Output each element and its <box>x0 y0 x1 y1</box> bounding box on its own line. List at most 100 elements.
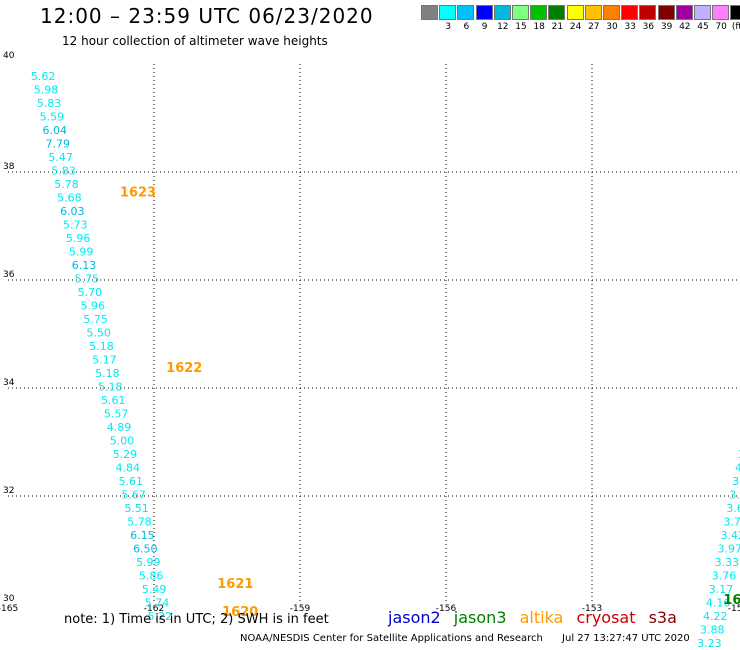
footer: NOAA/NESDIS Center for Satellite Applica… <box>240 633 690 644</box>
lat-tick-label: 34 <box>3 378 15 388</box>
legend-swatch <box>603 5 620 20</box>
track-west-value: 5.74 <box>145 597 170 610</box>
track-west-value: 5.18 <box>95 367 120 380</box>
legend-swatch-label: 15 <box>515 22 527 32</box>
track-west-value: 5.18 <box>98 381 123 394</box>
legend-swatch-label: 3 <box>445 22 452 32</box>
legend-swatch-label: 21 <box>551 22 564 32</box>
legend-swatch-label: 9 <box>481 22 488 32</box>
track-west-value: 5.99 <box>69 246 94 259</box>
track-west-value: 5.75 <box>75 273 100 286</box>
legend-swatch <box>639 5 657 20</box>
track-west-value: 5.78 <box>54 178 79 191</box>
track-east-value: 4 <box>735 462 740 475</box>
sat-jason2: jason2 <box>388 608 441 627</box>
lat-tick-label: 38 <box>3 162 15 172</box>
units-note: note: 1) Time is in UTC; 2) SWH is in fe… <box>64 612 329 627</box>
legend-swatch-label: 70 <box>715 22 727 32</box>
track-east-value: 4.22 <box>703 610 728 623</box>
legend-swatch <box>512 5 529 20</box>
legend-swatch <box>439 5 457 20</box>
track-west-value: 6.03 <box>60 205 85 218</box>
legend-unit: (ft) <box>731 22 740 32</box>
lat-tick-label: 32 <box>3 486 14 496</box>
sat-altika: altika <box>519 608 564 627</box>
track-east-value: 3.62 <box>726 502 740 515</box>
legend-swatch-label: 45 <box>697 22 709 32</box>
legend-swatch-label: 12 <box>497 22 509 32</box>
track-west-value: 5.61 <box>101 394 126 407</box>
track-west-value: 5.98 <box>34 84 59 97</box>
track-west-value: 5.00 <box>110 435 135 448</box>
track-west-value: 5.96 <box>66 232 91 245</box>
page-subtitle: 12 hour collection of altimeter wave hei… <box>62 34 328 48</box>
lon-tick-label: -150 <box>728 604 740 614</box>
lat-tick-label: 30 <box>3 594 15 604</box>
track-west-value: 7.79 <box>45 138 69 151</box>
legend-swatch <box>421 5 438 20</box>
track-west-value: 6.04 <box>43 124 67 137</box>
legend-swatch <box>621 5 639 20</box>
track-west-value: 5.83 <box>37 97 62 110</box>
lat-tick-label: 36 <box>3 270 15 280</box>
legend-swatch-label: 39 <box>660 22 673 32</box>
track-west-value: 5.61 <box>118 475 142 488</box>
track-east-value: 3.42 <box>720 529 740 542</box>
lon-tick-label: -159 <box>290 604 311 614</box>
satellite-legend: jason2 jason3 altika cryosat s3a <box>388 608 685 627</box>
axis-tick-labels: -165 -162 -159 -156 -153 -150 30 32 34 36 38 40 <box>0 51 740 614</box>
track-west-value: 5.73 <box>63 219 88 232</box>
legend-swatch <box>475 5 493 20</box>
track-west-value: 5.68 <box>57 192 82 205</box>
track-west-time-label: 1620 <box>222 605 258 620</box>
track-west-value: 6.13 <box>72 259 97 272</box>
footer-org: NOAA/NESDIS Center for Satellite Applica… <box>240 633 543 644</box>
page-title: 12:00 – 23:59 UTC 06/23/2020 <box>40 4 374 28</box>
map-grid <box>8 64 738 604</box>
legend-swatch <box>457 5 475 20</box>
track-west-value: 5.59 <box>40 111 64 124</box>
legend-swatch <box>712 5 730 20</box>
track-east-value: 3.71 <box>723 516 740 529</box>
track-west-value: 5.18 <box>89 340 114 353</box>
lat-tick-label: 40 <box>3 51 15 61</box>
track-east-value: 3.88 <box>700 624 725 637</box>
legend-swatch-label: 30 <box>606 22 618 32</box>
track-west-value: 5.86 <box>139 570 164 583</box>
track-east-value: 4.16 <box>706 597 731 610</box>
track-west: 5.625.985.835.596.047.795.475.835.785.68… <box>31 70 258 623</box>
track-west-time-label: 1621 <box>217 577 253 592</box>
legend-swatch-label: 27 <box>588 22 600 32</box>
track-west-value: 5.29 <box>113 448 138 461</box>
sat-s3a: s3a <box>648 608 677 627</box>
lon-tick-label: -153 <box>582 604 602 614</box>
track-east-value: 3.76 <box>712 570 737 583</box>
legend-swatch <box>657 5 675 20</box>
track-west-value: 5.75 <box>83 313 108 326</box>
track-west-value: 5.17 <box>92 354 117 367</box>
lon-tick-label: -162 <box>144 604 164 614</box>
lon-tick-label: -156 <box>436 604 457 614</box>
legend-swatch-label: 36 <box>642 22 655 32</box>
track-west-value: 5.49 <box>142 583 167 596</box>
track-west-value: 5.62 <box>31 70 56 83</box>
track-west-value: 5.83 <box>51 165 76 178</box>
track-west-time-label: 1623 <box>120 185 156 200</box>
track-east-time-label: 1624 <box>723 593 740 608</box>
track-west-value: 5.78 <box>127 516 152 529</box>
track-east-value: 3.5 <box>732 475 740 488</box>
lon-tick-label: -165 <box>0 604 18 614</box>
track-east: 343.53.503.623.713.423.973.333.763.174.1… <box>697 448 740 650</box>
legend-swatch-label: 24 <box>569 22 582 32</box>
track-west-value: 5.57 <box>104 408 129 421</box>
footer-timestamp: Jul 27 13:27:47 UTC 2020 <box>562 633 690 644</box>
legend-swatch <box>584 5 602 20</box>
sat-cryosat: cryosat <box>576 608 636 627</box>
legend-swatch <box>694 5 711 20</box>
track-west-value: 6.15 <box>130 529 155 542</box>
track-east-value: 3.23 <box>697 637 722 650</box>
track-west-value: 5.47 <box>48 151 73 164</box>
track-west-value: 4.84 <box>116 462 141 475</box>
legend-swatch <box>675 5 693 20</box>
